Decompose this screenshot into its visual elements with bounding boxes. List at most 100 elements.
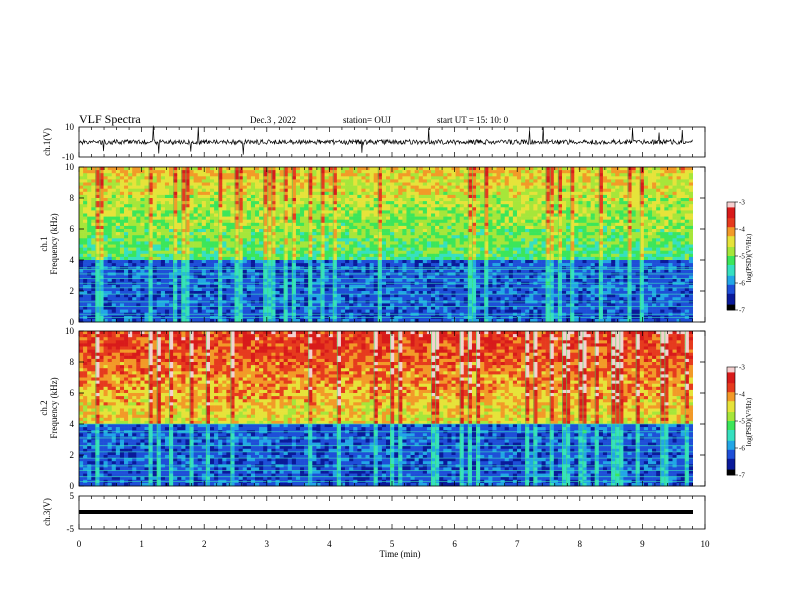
spectrogram-cell <box>422 306 428 310</box>
spectrogram-cell <box>345 167 350 171</box>
spectrogram-cell <box>287 173 293 177</box>
spectrogram-cell <box>209 176 215 180</box>
spectrogram-cell <box>115 309 121 313</box>
spectrogram-cell <box>79 225 84 230</box>
spectrogram-cell <box>136 303 141 307</box>
spectrogram-cell <box>332 247 338 251</box>
spectrogram-cell <box>218 216 223 220</box>
spectrogram-cell <box>369 182 375 186</box>
spectrogram-cell <box>222 222 227 227</box>
spectrogram-cell <box>259 191 264 196</box>
spectrogram-cell <box>250 198 256 202</box>
spectrogram-cell <box>377 260 383 264</box>
spectrogram-cell <box>451 170 456 174</box>
spectrogram-cell <box>439 278 444 282</box>
spectrogram-cell <box>99 238 104 242</box>
spectrogram-cell <box>340 263 346 267</box>
spectrogram-cell <box>164 173 170 177</box>
spectrogram-cell <box>205 219 211 224</box>
spectrogram-cell <box>140 213 145 217</box>
spectrogram-cell <box>386 188 391 193</box>
spectrogram-cell <box>467 235 473 239</box>
spectrogram-cell <box>394 213 399 217</box>
spectrogram-cell <box>197 318 203 323</box>
spectrogram-cell <box>377 170 383 174</box>
spectrogram-cell <box>312 204 317 208</box>
spectrogram-cell <box>193 191 198 196</box>
spectrogram-cell <box>136 225 141 230</box>
spectrogram-cell <box>340 238 346 242</box>
spectrogram-cell <box>275 170 280 174</box>
spectrogram-cell <box>316 232 321 236</box>
spectrogram-cell <box>381 222 387 227</box>
spectrogram-cell <box>398 188 403 193</box>
spectrogram-cell <box>365 185 370 189</box>
spectrogram-cell <box>115 241 121 245</box>
spectrogram-cell <box>218 222 223 227</box>
spectrogram-cell <box>435 247 440 251</box>
spectrogram-cell <box>242 241 248 245</box>
spectrogram-cell <box>295 238 301 242</box>
spectrogram-cell <box>152 247 158 251</box>
spectrogram-cell <box>79 170 84 174</box>
spectrogram-cell <box>471 294 477 298</box>
spectrogram-cell <box>124 179 129 183</box>
spectrogram-cell <box>136 306 141 310</box>
spectrogram-cell <box>160 244 166 248</box>
spectrogram-cell <box>115 291 121 295</box>
spectrogram-cell <box>328 179 334 183</box>
spectrogram-cell <box>205 297 211 301</box>
spectrogram-cell <box>308 216 313 220</box>
spectrogram-cell <box>201 284 207 289</box>
spectrogram-cell <box>148 188 153 193</box>
spectrogram-cell <box>451 263 456 267</box>
spectrogram-cell <box>128 188 133 193</box>
spectrogram-cell <box>357 297 362 301</box>
spectrogram-cell <box>234 182 239 186</box>
spectrogram-cell <box>447 222 452 227</box>
spectrogram-cell <box>140 269 145 273</box>
spectrogram-cell <box>410 201 415 205</box>
spectrogram-cell <box>79 176 84 180</box>
spectrogram-cell <box>328 219 334 224</box>
spectrogram-cell <box>369 250 375 255</box>
spectrogram-cell <box>345 306 350 310</box>
spectrogram-cell <box>267 229 272 233</box>
spectrogram-cell <box>279 194 284 199</box>
spectrogram-cell <box>189 287 194 292</box>
spectrogram-cell <box>431 235 436 239</box>
spectrogram-cell <box>426 244 432 248</box>
spectrogram-cell <box>398 207 403 211</box>
spectrogram-cell <box>214 303 219 307</box>
spectrogram-cell <box>185 284 190 289</box>
spectrogram-cell <box>459 225 465 230</box>
spectrogram-cell <box>111 176 117 180</box>
spectrogram-cell <box>181 179 186 183</box>
spectrogram-cell <box>115 260 121 264</box>
spectrogram-cell <box>218 198 223 202</box>
spectrogram-cell <box>467 213 473 217</box>
spectrogram-cell <box>345 201 350 205</box>
spectrogram-cell <box>451 216 456 220</box>
spectrogram-cell <box>467 309 473 313</box>
spectrogram-cell <box>308 256 313 261</box>
spectrogram-cell <box>128 191 133 196</box>
spectrogram-cell <box>119 179 125 183</box>
spectrogram-cell <box>189 269 194 273</box>
spectrogram-cell <box>83 278 88 282</box>
spectrogram-cell <box>369 238 375 242</box>
spectrogram-cell <box>324 222 329 227</box>
spectrogram-cell <box>214 294 219 298</box>
spectrogram-cell <box>324 287 329 292</box>
spectrogram-cell <box>115 247 121 251</box>
spectrogram-cell <box>291 173 297 177</box>
spectrogram-cell <box>255 291 260 295</box>
spectrogram-cell <box>435 232 440 236</box>
spectrogram-cell <box>365 191 370 196</box>
spectrogram-cell <box>443 222 448 227</box>
spectrogram-cell <box>304 225 309 230</box>
spectrogram-cell <box>316 219 321 224</box>
spectrogram-cell <box>148 225 153 230</box>
spectrogram-cell <box>87 194 92 199</box>
spectrogram-cell <box>275 204 280 208</box>
